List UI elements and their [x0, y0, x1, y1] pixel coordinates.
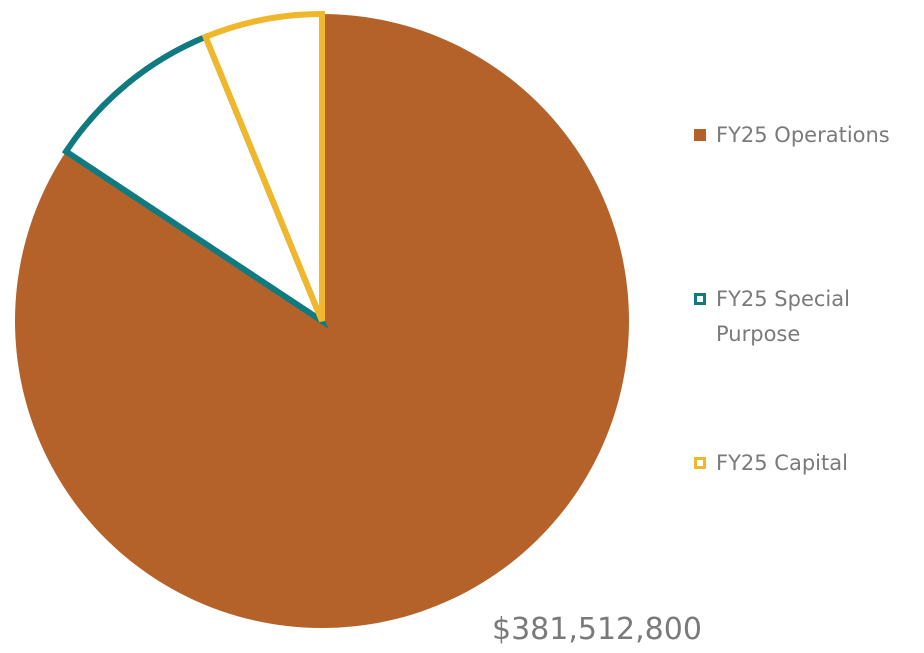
pie-slice [201, 10, 325, 323]
legend-item: FY25 Operations [694, 118, 912, 153]
legend-label: FY25 Operations [716, 123, 890, 147]
legend-label: FY25 Capital [716, 451, 848, 475]
legend-label: FY25 Special Purpose [716, 287, 850, 346]
data-label: $381,512,800 [492, 612, 702, 647]
legend-item: FY25 Capital [694, 446, 912, 481]
legend-item: FY25 Special Purpose [694, 282, 912, 352]
pie-slice [61, 32, 329, 329]
legend-swatch [694, 457, 706, 469]
legend-swatch [694, 293, 706, 305]
legend-swatch [694, 129, 706, 141]
